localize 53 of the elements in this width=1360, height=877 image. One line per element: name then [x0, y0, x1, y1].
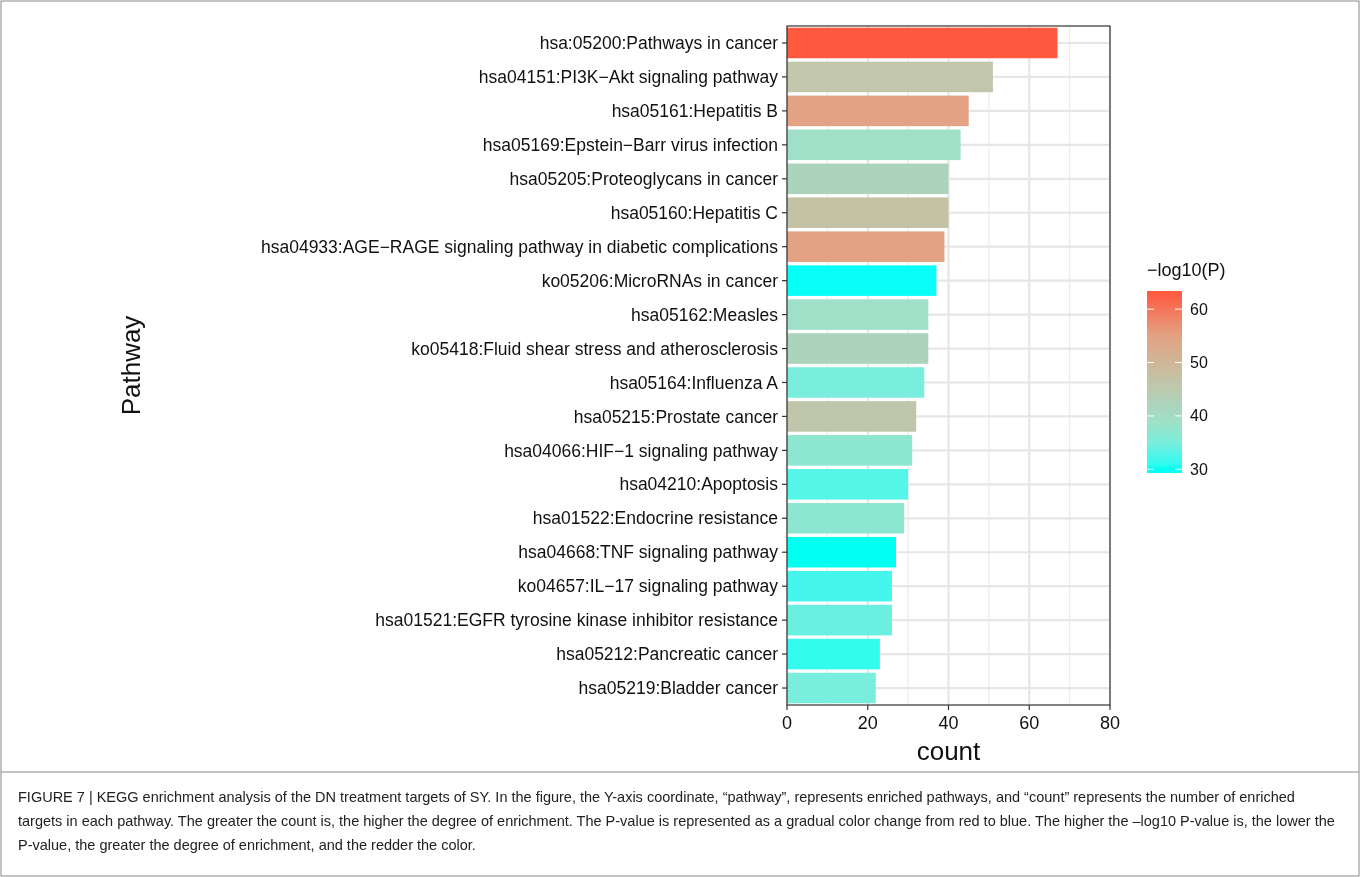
x-tick-label: 80	[1099, 713, 1121, 733]
bar	[787, 401, 917, 432]
y-tick-label: hsa05215:Prostate cancer	[573, 406, 779, 427]
bar	[787, 61, 993, 93]
x-tick-label: 20	[857, 713, 878, 733]
bar	[787, 163, 949, 195]
bar	[787, 469, 909, 500]
x-axis-title: count	[916, 736, 982, 766]
x-tick-label: 0	[781, 713, 793, 733]
y-tick-label: hsa04151:PI3K−Akt signaling pathway	[478, 67, 779, 88]
color-bar-label: 50	[1190, 354, 1208, 372]
color-bar-label: 30	[1190, 460, 1208, 478]
y-tick-label: hsa01521:EGFR tyrosine kinase inhibitor resistance	[375, 610, 778, 631]
bar	[787, 570, 892, 602]
bar	[787, 638, 880, 670]
bar	[787, 503, 905, 534]
y-tick-label: hsa05164:Influenza A	[609, 372, 779, 393]
y-tick-label: hsa05160:Hepatitis C	[610, 202, 778, 223]
y-tick-label: ko04657:IL−17 signaling pathway	[517, 576, 779, 597]
bar	[787, 27, 1058, 59]
y-tick-label: hsa05162:Measles	[631, 304, 779, 325]
bar	[787, 333, 929, 364]
bar	[787, 435, 913, 466]
color-bar-title: −log10(P)	[1147, 260, 1226, 280]
bar	[787, 265, 937, 296]
y-tick-label: hsa04066:HIF−1 signaling pathway	[504, 440, 779, 461]
y-tick-label: ko05206:MicroRNAs in cancer	[541, 270, 779, 291]
color-bar-label: 40	[1190, 407, 1208, 425]
x-tick-label: 40	[938, 713, 959, 733]
bar	[787, 536, 897, 568]
bar	[787, 197, 949, 228]
y-tick-label: hsa05212:Pancreatic cancer	[556, 644, 779, 665]
caption: FIGURE 7 | KEGG enrichment analysis of the DN treatment targets of SY. In the figure, the Y-axis coordinate, “pathway”, represents enriched pathways, and “count” represents the number of enriched targets in each pathway. The greater the count is, the higher the degree of enrichment. The P-value is represented as a gradual color change from red to blue. The higher the –log10 P-value is, the lower the P-value, the greater the degree of enrichment, and the redder the color.	[18, 788, 1336, 855]
bar	[787, 231, 945, 262]
bar	[787, 367, 925, 398]
y-axis-title: Pathway	[116, 315, 146, 416]
bar	[787, 129, 961, 161]
y-tick-label: hsa05219:Bladder cancer	[578, 678, 779, 699]
bar	[787, 299, 929, 330]
y-tick-label: hsa04210:Apoptosis	[619, 474, 779, 495]
y-tick-label: hsa:05200:Pathways in cancer	[539, 33, 779, 54]
y-tick-label: hsa01522:Endocrine resistance	[532, 508, 778, 529]
x-tick-label: 60	[1019, 713, 1040, 733]
y-tick-label: hsa04933:AGE−RAGE signaling pathway in diabetic complications	[260, 236, 779, 257]
y-tick-label: ko05418:Fluid shear stress and atherosclerosis	[411, 338, 779, 359]
y-tick-label: hsa05161:Hepatitis B	[611, 101, 778, 121]
y-tick-label: hsa05205:Proteoglycans in cancer	[509, 168, 779, 189]
y-tick-label: hsa04668:TNF signaling pathway	[518, 542, 779, 563]
bar	[787, 604, 892, 636]
y-tick-label: hsa05169:Epstein−Barr virus infection	[482, 134, 778, 155]
bar	[787, 95, 969, 127]
bar	[787, 672, 876, 704]
color-bar-label: 60	[1190, 300, 1208, 318]
